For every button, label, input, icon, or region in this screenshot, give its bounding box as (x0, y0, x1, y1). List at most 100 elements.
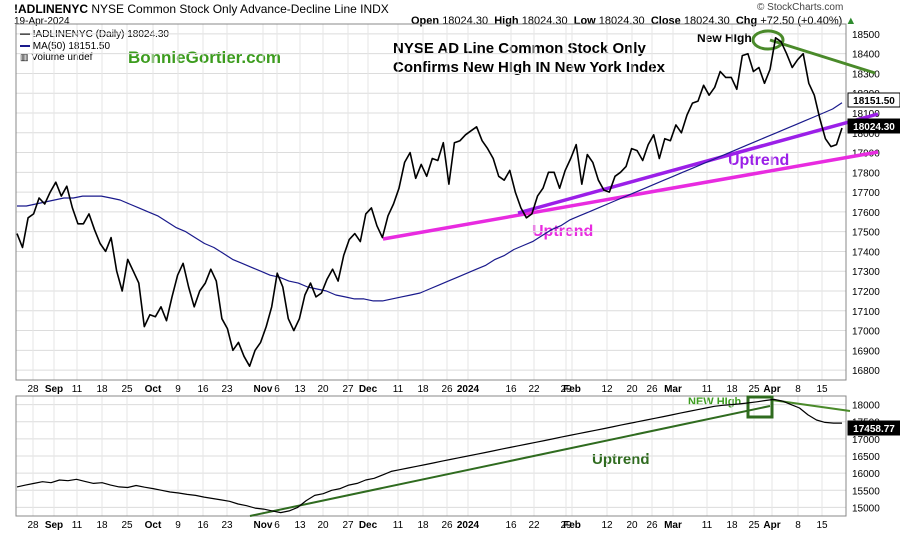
x-tick-label: 13 (294, 384, 306, 395)
magenta-uptrend-line (382, 150, 879, 241)
x-tick-label: 25 (748, 520, 760, 531)
green-downtrend-line (769, 38, 876, 75)
y-tick-label: 16500 (852, 452, 880, 463)
x-tick-label: Mar (664, 520, 682, 531)
symbol-description: NYSE Common Stock Only Advance-Decline L… (91, 2, 389, 16)
top-y-axis: 16800 16900 17000 17100 17200 17300 17400 17500… (852, 30, 880, 377)
y-tick-label: 17700 (852, 188, 880, 199)
x-tick-label: 15 (816, 520, 828, 531)
y-tick-label: 16800 (852, 366, 880, 377)
x-tick-label: 16 (505, 520, 517, 531)
x-tick-label: 11 (393, 384, 404, 395)
legend-ma-label: MA(50) 18151.50 (32, 41, 111, 52)
adline-series-line (16, 36, 843, 368)
x-tick-label: 6 (274, 384, 280, 395)
y-tick-label: 18400 (852, 50, 880, 61)
x-tick-label: 26 (646, 384, 658, 395)
y-tick-label: 18500 (852, 30, 880, 41)
y-tick-label: 17100 (852, 307, 880, 318)
bottom-y-axis: 15000155001600016500170001750018000 (852, 401, 880, 515)
x-tick-label: 11 (72, 384, 83, 395)
y-tick-label: 17300 (852, 267, 880, 278)
last-price-tag: 18024.30 (847, 118, 900, 134)
x-tick-label: 18 (96, 520, 108, 531)
x-tick-label: 20 (626, 384, 638, 395)
x-tick-label: Dec (359, 520, 378, 531)
x-tick-label: Oct (145, 384, 162, 395)
nya-price-tag-label: 17458.77 (853, 424, 895, 435)
x-tick-label: 11 (702, 384, 713, 395)
ma50-series-line (17, 102, 843, 302)
lower-uptrend-line (249, 405, 771, 517)
top-x-axis: 28 Sep 11 18 25 Oct 9 16 23 Nov 6 13 20 27 Dec 11 18 26 20… (27, 384, 828, 395)
uptrend-purple-annotation: Uptrend (728, 152, 790, 169)
x-tick-label: 18 (96, 384, 108, 395)
stockcharts-watermark: © StockCharts.com (757, 2, 844, 13)
ma-price-tag-label: 18151.50 (853, 96, 895, 107)
ma-price-tag: 18151.50 (847, 92, 900, 108)
brand-annotation: BonnieGortler.com (128, 48, 282, 67)
y-tick-label: 16900 (852, 346, 880, 357)
x-tick-label: 18 (726, 384, 738, 395)
y-tick-label: 16000 (852, 469, 880, 480)
x-tick-label: 26 (646, 520, 658, 531)
nya-series-line (16, 398, 842, 514)
title-line-2: Confirms New HIgh IN New York Index (393, 59, 665, 76)
top-panel-frame (15, 23, 847, 381)
x-tick-label: 2024 (457, 384, 480, 395)
chart-symbol-line: !ADLINENYC NYSE Common Stock Only Advanc… (14, 2, 389, 16)
x-tick-label: 20 (317, 384, 329, 395)
ma-price-tag-box (847, 92, 900, 108)
x-tick-label: 12 (601, 520, 613, 531)
title-line-1: NYSE AD Line Common Stock Only (393, 40, 646, 57)
x-tick-label: 23 (221, 384, 233, 395)
y-tick-label: 17400 (852, 247, 880, 258)
y-tick-label: 18000 (852, 129, 880, 140)
x-tick-label: 25 (121, 520, 133, 531)
legend-volume: ▥ Volume undef (20, 52, 92, 63)
volume-bars-icon: ▥ (20, 52, 29, 62)
x-tick-label: 11 (393, 520, 404, 531)
y-tick-label: 17000 (852, 327, 880, 338)
y-tick-label: 17500 (852, 228, 880, 239)
x-tick-label: 29 (560, 384, 572, 395)
legend-volume-label: Volume undef (31, 52, 93, 63)
x-tick-label: Oct (145, 520, 162, 531)
y-tick-label: 18300 (852, 69, 880, 80)
x-tick-label: 9 (175, 384, 181, 395)
x-tick-label: 16 (197, 384, 209, 395)
x-tick-label: 15 (816, 384, 828, 395)
x-tick-label: 23 (221, 520, 233, 531)
x-tick-label: 9 (175, 520, 181, 531)
chart-date: 19-Apr-2024 (14, 16, 70, 27)
x-tick-label: 25 (748, 384, 760, 395)
x-tick-label: 18 (726, 520, 738, 531)
x-tick-label: 22 (528, 520, 540, 531)
legend-price-label: !ADLINENYC (Daily) 18024.30 (32, 29, 169, 40)
x-tick-label: 20 (626, 520, 638, 531)
new-high-circle (751, 29, 785, 51)
x-tick-label: 11 (702, 520, 713, 531)
x-tick-label: 26 (441, 520, 453, 531)
x-tick-label: Apr (763, 384, 780, 395)
series-layer (16, 36, 843, 514)
x-tick-label: Nov (254, 384, 273, 395)
x-tick-label: 26 (441, 384, 453, 395)
y-tick-label: 18000 (852, 401, 880, 412)
x-tick-label: 25 (121, 384, 133, 395)
symbol: !ADLINENYC (14, 2, 88, 16)
x-tick-label: Apr (763, 520, 780, 531)
x-tick-label: 20 (317, 520, 329, 531)
last-price-tag-box (847, 118, 900, 134)
last-price-tag-label: 18024.30 (853, 122, 895, 133)
x-tick-label: 11 (72, 520, 83, 531)
nya-price-tag: 17458.77 (847, 420, 900, 436)
x-tick-label: Sep (45, 520, 63, 531)
bottom-panel-grid (16, 396, 846, 516)
price-tags: 18151.50 18024.30 17458.77 (847, 92, 900, 436)
x-tick-label: 27 (342, 384, 354, 395)
purple-uptrend-line (517, 112, 879, 215)
x-tick-label: 2024 (457, 520, 480, 531)
y-tick-label: 17600 (852, 208, 880, 219)
